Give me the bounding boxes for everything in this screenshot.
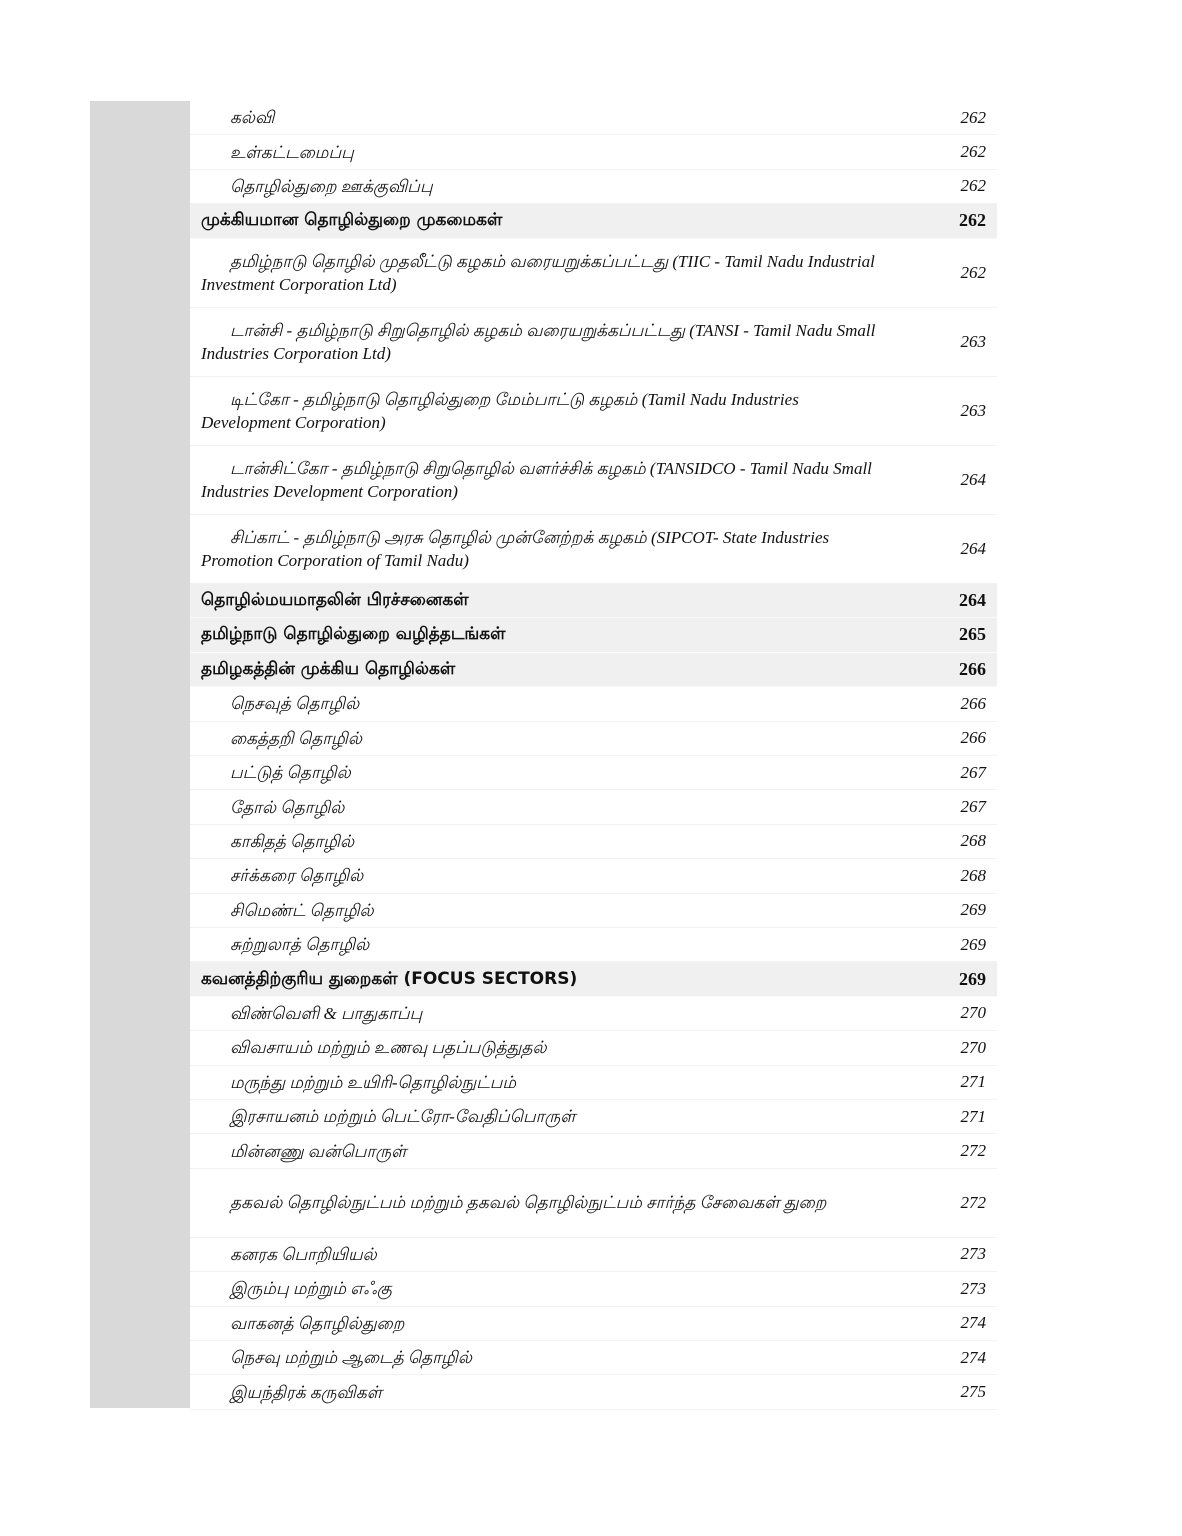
toc-entry[interactable]: தகவல் தொழில்நுட்பம் மற்றும் தகவல் தொழில்… bbox=[190, 1169, 997, 1238]
toc-entry[interactable]: இரும்பு மற்றும் எஃகு 273 bbox=[190, 1272, 997, 1307]
toc-page-number: 269 bbox=[959, 968, 986, 989]
toc-page-number: 275 bbox=[960, 1382, 987, 1401]
toc-page-number: 272 bbox=[960, 1192, 987, 1212]
toc-entry-title: உள்கட்டமைப்பு bbox=[230, 142, 354, 162]
toc-entry-title: டான்சிட்கோ - தமிழ்நாடு சிறுதொழில் வளர்ச்… bbox=[201, 458, 872, 501]
toc-section-heading[interactable]: தமிழகத்தின் முக்கிய தொழில்கள் 266 bbox=[190, 652, 997, 688]
toc-entry-title: தொழில்மயமாதலின் பிரச்சனைகள் bbox=[201, 589, 469, 610]
toc-entry[interactable]: கல்வி 262 bbox=[190, 101, 997, 136]
toc-page-number: 272 bbox=[960, 1141, 987, 1161]
toc-page-number: 264 bbox=[960, 538, 987, 558]
toc-entry[interactable]: நெசவு மற்றும் ஆடைத் தொழில் 274 bbox=[190, 1341, 997, 1376]
toc-entry-title: முக்கியமான தொழில்துறை முகமைகள் bbox=[201, 210, 503, 231]
toc-entry-title: சர்க்கரை தொழில் bbox=[230, 866, 364, 886]
toc-entry-title: விண்வெளி & பாதுகாப்பு bbox=[230, 1003, 423, 1023]
toc-entry[interactable]: விண்வெளி & பாதுகாப்பு 270 bbox=[190, 997, 997, 1032]
toc-page-number: 264 bbox=[960, 469, 987, 489]
toc-section-heading[interactable]: கவனத்திற்குரிய துறைகள் (FOCUS SECTORS) 26… bbox=[190, 962, 997, 997]
toc-page-number: 263 bbox=[960, 400, 987, 420]
toc-entry-title: தமிழகத்தின் முக்கிய தொழில்கள் bbox=[201, 658, 456, 679]
toc-entry[interactable]: இயந்திரக் கருவிகள் 275 bbox=[190, 1375, 997, 1410]
toc-page-number: 262 bbox=[960, 142, 987, 162]
toc-page-number: 271 bbox=[960, 1106, 987, 1126]
margin-gutter bbox=[90, 101, 190, 1408]
toc-page-number: 270 bbox=[960, 1003, 987, 1023]
toc-entry[interactable]: நெசவுத் தொழில் 266 bbox=[190, 687, 997, 722]
table-of-contents: கல்வி 262 உள்கட்டமைப்பு 262 தொழில்துறை ஊக்கு… bbox=[190, 101, 997, 1410]
toc-page-number: 269 bbox=[960, 934, 987, 954]
toc-page-number: 262 bbox=[960, 262, 987, 282]
toc-section-heading[interactable]: தொழில்மயமாதலின் பிரச்சனைகள் 264 bbox=[190, 583, 997, 619]
toc-entry-title: தமிழ்நாடு தொழில் முதலீட்டு கழகம் வரையறுக… bbox=[201, 251, 875, 294]
toc-entry[interactable]: தமிழ்நாடு தொழில் முதலீட்டு கழகம் வரையறுக… bbox=[190, 239, 997, 308]
toc-page-number: 266 bbox=[959, 658, 986, 679]
toc-entry-title: இயந்திரக் கருவிகள் bbox=[230, 1382, 383, 1402]
toc-page-number: 267 bbox=[960, 762, 987, 782]
toc-entry-title: கவனத்திற்குரிய துறைகள் (FOCUS SECTORS) bbox=[201, 968, 578, 989]
toc-entry-title: சிப்காட் - தமிழ்நாடு அரசு தொழில் முன்னேற… bbox=[201, 527, 830, 570]
toc-page-number: 273 bbox=[960, 1244, 987, 1264]
toc-entry[interactable]: மருந்து மற்றும் உயிரி-தொழில்நுட்பம் 271 bbox=[190, 1066, 997, 1100]
toc-entry-title: சிமெண்ட் தொழில் bbox=[230, 900, 374, 920]
toc-page-number: 274 bbox=[960, 1313, 987, 1333]
toc-entry[interactable]: சுற்றுலாத் தொழில் 269 bbox=[190, 928, 997, 963]
toc-page-number: 266 bbox=[960, 693, 987, 713]
toc-entry[interactable]: பட்டுத் தொழில் 267 bbox=[190, 756, 997, 791]
toc-entry-title: இரசாயனம் மற்றும் பெட்ரோ-வேதிப்பொருள் bbox=[230, 1107, 576, 1127]
toc-page-number: 266 bbox=[960, 728, 987, 748]
toc-entry-title: டான்சி - தமிழ்நாடு சிறுதொழில் கழகம் வரைய… bbox=[201, 320, 876, 363]
toc-page-number: 273 bbox=[960, 1278, 987, 1298]
toc-entry[interactable]: சிமெண்ட் தொழில் 269 bbox=[190, 894, 997, 928]
toc-page-number: 262 bbox=[960, 176, 987, 196]
toc-page-number: 269 bbox=[960, 900, 987, 920]
toc-entry-title: விவசாயம் மற்றும் உணவு பதப்படுத்துதல் bbox=[230, 1038, 547, 1058]
toc-page-number: 262 bbox=[959, 210, 986, 231]
toc-entry-title: தொழில்துறை ஊக்குவிப்பு bbox=[230, 176, 433, 196]
toc-entry-title: நெசவு மற்றும் ஆடைத் தொழில் bbox=[230, 1348, 472, 1368]
toc-entry[interactable]: மின்னணு வன்பொருள் 272 bbox=[190, 1134, 997, 1169]
toc-entry[interactable]: கைத்தறி தொழில் 266 bbox=[190, 722, 997, 756]
toc-page-number: 270 bbox=[960, 1037, 987, 1057]
toc-entry-title: டிட்கோ - தமிழ்நாடு தொழில்துறை மேம்பாட்டு… bbox=[201, 389, 799, 432]
toc-entry[interactable]: தோல் தொழில் 267 bbox=[190, 790, 997, 825]
toc-entry[interactable]: டிட்கோ - தமிழ்நாடு தொழில்துறை மேம்பாட்டு… bbox=[190, 377, 997, 446]
toc-page-number: 271 bbox=[960, 1072, 987, 1092]
toc-entry-title: பட்டுத் தொழில் bbox=[230, 763, 351, 783]
toc-entry-title: நெசவுத் தொழில் bbox=[230, 694, 360, 714]
toc-entry[interactable]: தொழில்துறை ஊக்குவிப்பு 262 bbox=[190, 170, 997, 205]
toc-entry-title: மின்னணு வன்பொருள் bbox=[230, 1141, 407, 1161]
toc-page-number: 267 bbox=[960, 797, 987, 817]
toc-entry[interactable]: உள்கட்டமைப்பு 262 bbox=[190, 135, 997, 170]
toc-entry[interactable]: காகிதத் தொழில் 268 bbox=[190, 825, 997, 860]
toc-entry[interactable]: விவசாயம் மற்றும் உணவு பதப்படுத்துதல் 270 bbox=[190, 1031, 997, 1066]
toc-entry-title: சுற்றுலாத் தொழில் bbox=[230, 935, 370, 955]
toc-entry-title: கனரக பொறியியல் bbox=[230, 1244, 377, 1264]
toc-entry-title: கல்வி bbox=[230, 108, 275, 128]
toc-section-heading[interactable]: முக்கியமான தொழில்துறை முகமைகள் 262 bbox=[190, 204, 997, 239]
toc-section-heading[interactable]: தமிழ்நாடு தொழில்துறை வழித்தடங்கள் 265 bbox=[190, 618, 997, 653]
toc-entry[interactable]: இரசாயனம் மற்றும் பெட்ரோ-வேதிப்பொருள் 271 bbox=[190, 1100, 997, 1135]
toc-page-number: 274 bbox=[960, 1347, 987, 1367]
toc-entry-title: தோல் தொழில் bbox=[230, 797, 345, 817]
toc-entry[interactable]: கனரக பொறியியல் 273 bbox=[190, 1238, 997, 1273]
toc-page-number: 268 bbox=[960, 865, 987, 885]
toc-entry[interactable]: சர்க்கரை தொழில் 268 bbox=[190, 859, 997, 894]
toc-entry[interactable]: டான்சிட்கோ - தமிழ்நாடு சிறுதொழில் வளர்ச்… bbox=[190, 446, 997, 515]
toc-page-number: 263 bbox=[960, 331, 987, 351]
toc-page-number: 265 bbox=[959, 624, 986, 645]
toc-page-number: 268 bbox=[960, 831, 987, 851]
toc-entry-title: தமிழ்நாடு தொழில்துறை வழித்தடங்கள் bbox=[201, 624, 506, 645]
toc-page-number: 262 bbox=[960, 107, 987, 127]
toc-entry[interactable]: வாகனத் தொழில்துறை 274 bbox=[190, 1307, 997, 1341]
toc-entry-title: காகிதத் தொழில் bbox=[230, 831, 355, 851]
toc-entry-title: மருந்து மற்றும் உயிரி-தொழில்நுட்பம் bbox=[230, 1072, 517, 1092]
toc-entry-title: இரும்பு மற்றும் எஃகு bbox=[230, 1279, 392, 1299]
toc-entry-title: வாகனத் தொழில்துறை bbox=[230, 1313, 405, 1333]
toc-entry[interactable]: டான்சி - தமிழ்நாடு சிறுதொழில் கழகம் வரைய… bbox=[190, 308, 997, 377]
toc-entry[interactable]: சிப்காட் - தமிழ்நாடு அரசு தொழில் முன்னேற… bbox=[190, 515, 997, 584]
toc-entry-title: கைத்தறி தொழில் bbox=[230, 728, 363, 748]
toc-page-number: 264 bbox=[959, 589, 986, 610]
toc-entry-title: தகவல் தொழில்நுட்பம் மற்றும் தகவல் தொழில்… bbox=[230, 1193, 827, 1213]
